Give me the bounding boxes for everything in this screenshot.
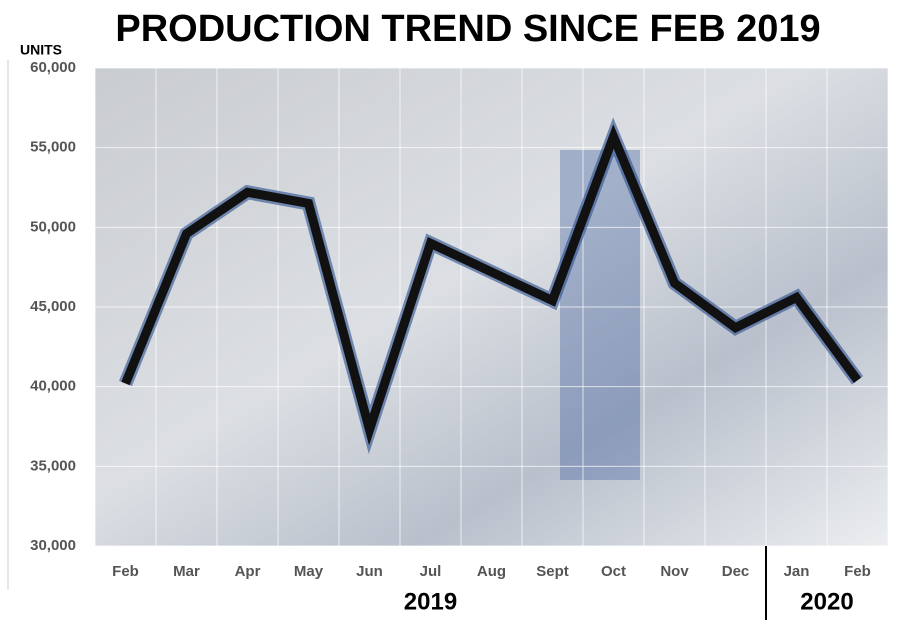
x-tick-label: Feb [844, 563, 871, 580]
y-tick-label: 50,000 [30, 218, 76, 235]
background-figure [560, 150, 640, 480]
x-tick-label: Feb [112, 563, 139, 580]
x-tick-label: Aug [477, 563, 506, 580]
y-tick-label: 30,000 [30, 537, 76, 554]
group-label: 2020 [800, 588, 853, 615]
x-tick-label: Nov [660, 563, 689, 580]
x-tick-label: Mar [173, 563, 200, 580]
y-tick-label: 60,000 [30, 59, 76, 76]
group-label: 2019 [404, 588, 457, 615]
x-tick-label: May [294, 563, 324, 580]
y-tick-label: 55,000 [30, 139, 76, 156]
x-tick-label: Jan [784, 563, 810, 580]
y-tick-label: 40,000 [30, 378, 76, 395]
line [121, 124, 862, 446]
y-tick-label: 35,000 [30, 457, 76, 474]
x-tick-label: Sept [536, 563, 569, 580]
x-tick-label: Jun [356, 563, 383, 580]
chart-title: PRODUCTION TREND SINCE FEB 2019 [115, 8, 820, 50]
x-tick-label: Apr [235, 563, 261, 580]
y-tick-label: 45,000 [30, 298, 76, 315]
x-tick-label: Dec [722, 563, 750, 580]
x-tick-label: Oct [601, 563, 626, 580]
x-tick-label: Jul [420, 563, 442, 580]
y-axis-label: UNITS [20, 42, 62, 58]
